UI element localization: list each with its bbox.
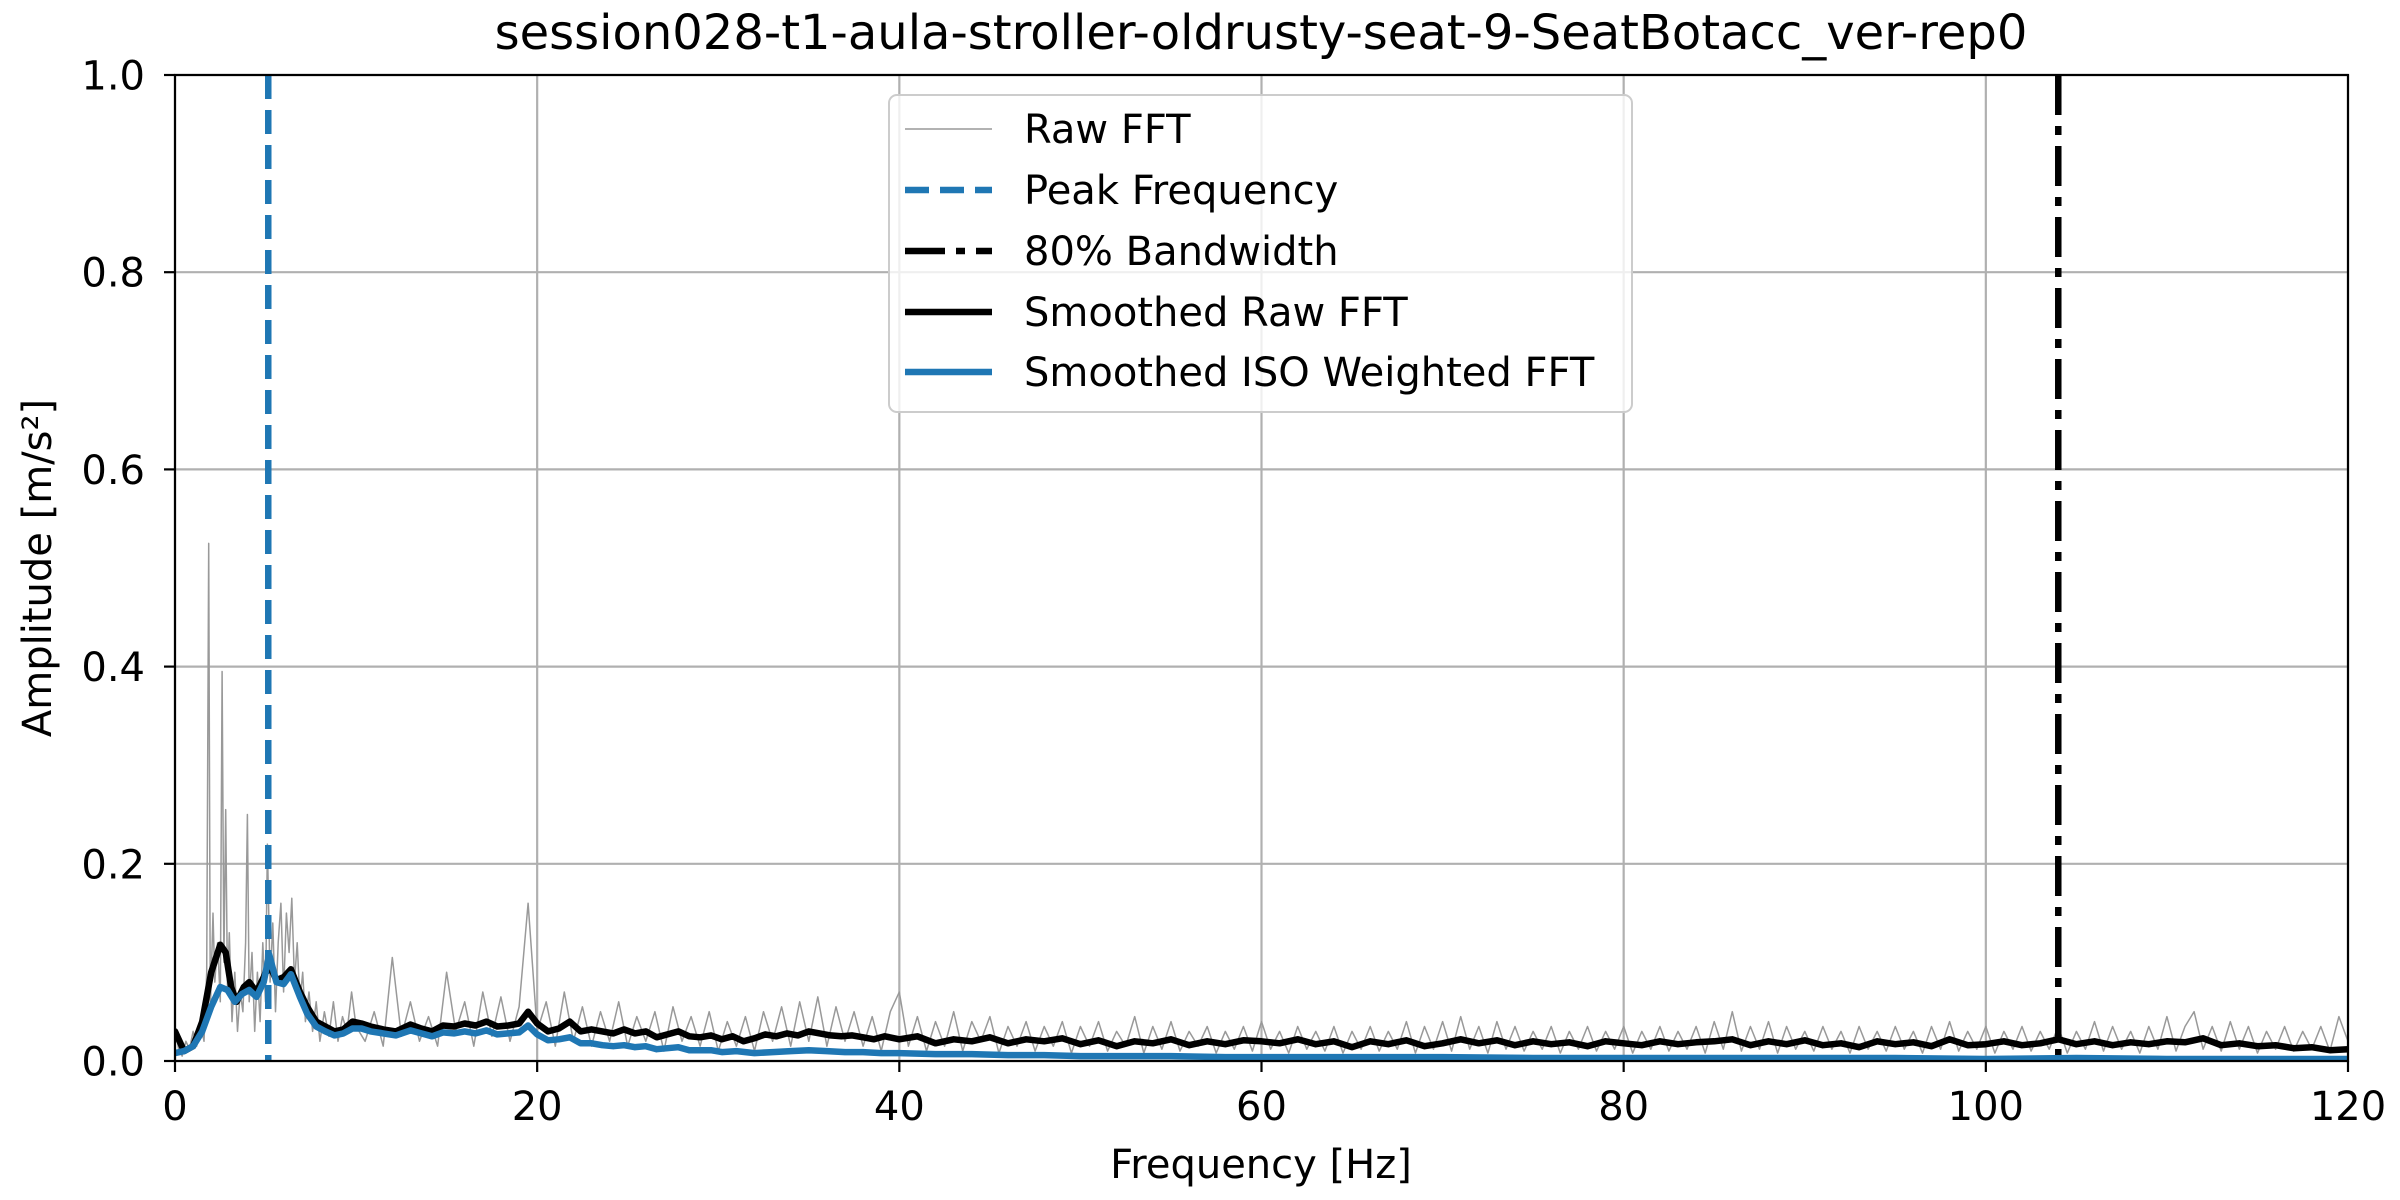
- y-tick-label: 0.8: [81, 251, 145, 297]
- chart-title: session028-t1-aula-stroller-oldrusty-sea…: [495, 5, 2028, 61]
- x-tick-label: 20: [512, 1084, 563, 1130]
- legend-label-smoothed-iso-weighted-fft: Smoothed ISO Weighted FFT: [1024, 350, 1595, 396]
- x-tick-label: 80: [1598, 1084, 1649, 1130]
- legend-label-peak-frequency: Peak Frequency: [1024, 168, 1338, 214]
- y-tick-label: 0.2: [81, 842, 145, 888]
- y-tick-label: 0.6: [81, 448, 145, 494]
- smoothed-raw-fft-line: [175, 941, 2348, 1055]
- x-tick-label: 120: [2310, 1084, 2386, 1130]
- smoothed-iso-weighted-fft-line: [175, 951, 2348, 1061]
- x-tick-label: 0: [162, 1084, 187, 1130]
- y-axis-label: Amplitude [m/s²]: [15, 399, 61, 737]
- y-tick-label: 0.4: [81, 645, 145, 691]
- legend-label-80-bandwidth: 80% Bandwidth: [1024, 229, 1339, 275]
- x-tick-label: 100: [1948, 1084, 2024, 1130]
- legend-label-raw-fft: Raw FFT: [1024, 107, 1191, 153]
- legend: Raw FFT Peak Frequency 80% Bandwidth Smo…: [888, 94, 1633, 413]
- tick-labels: 0 20 40 60 80 100 120 0.0 0.2 0.4 0.6 0.8 1.0: [81, 54, 2386, 1131]
- x-axis-label: Frequency [Hz]: [1110, 1142, 1412, 1188]
- plot-series: [175, 75, 2348, 1061]
- y-tick-label: 0.0: [81, 1040, 145, 1086]
- x-tick-label: 60: [1236, 1084, 1287, 1130]
- y-tick-label: 1.0: [81, 54, 145, 100]
- tick-marks: [164, 73, 2350, 1072]
- legend-box: [888, 94, 1633, 413]
- x-tick-label: 40: [874, 1084, 925, 1130]
- legend-label-smoothed-raw-fft: Smoothed Raw FFT: [1024, 290, 1408, 336]
